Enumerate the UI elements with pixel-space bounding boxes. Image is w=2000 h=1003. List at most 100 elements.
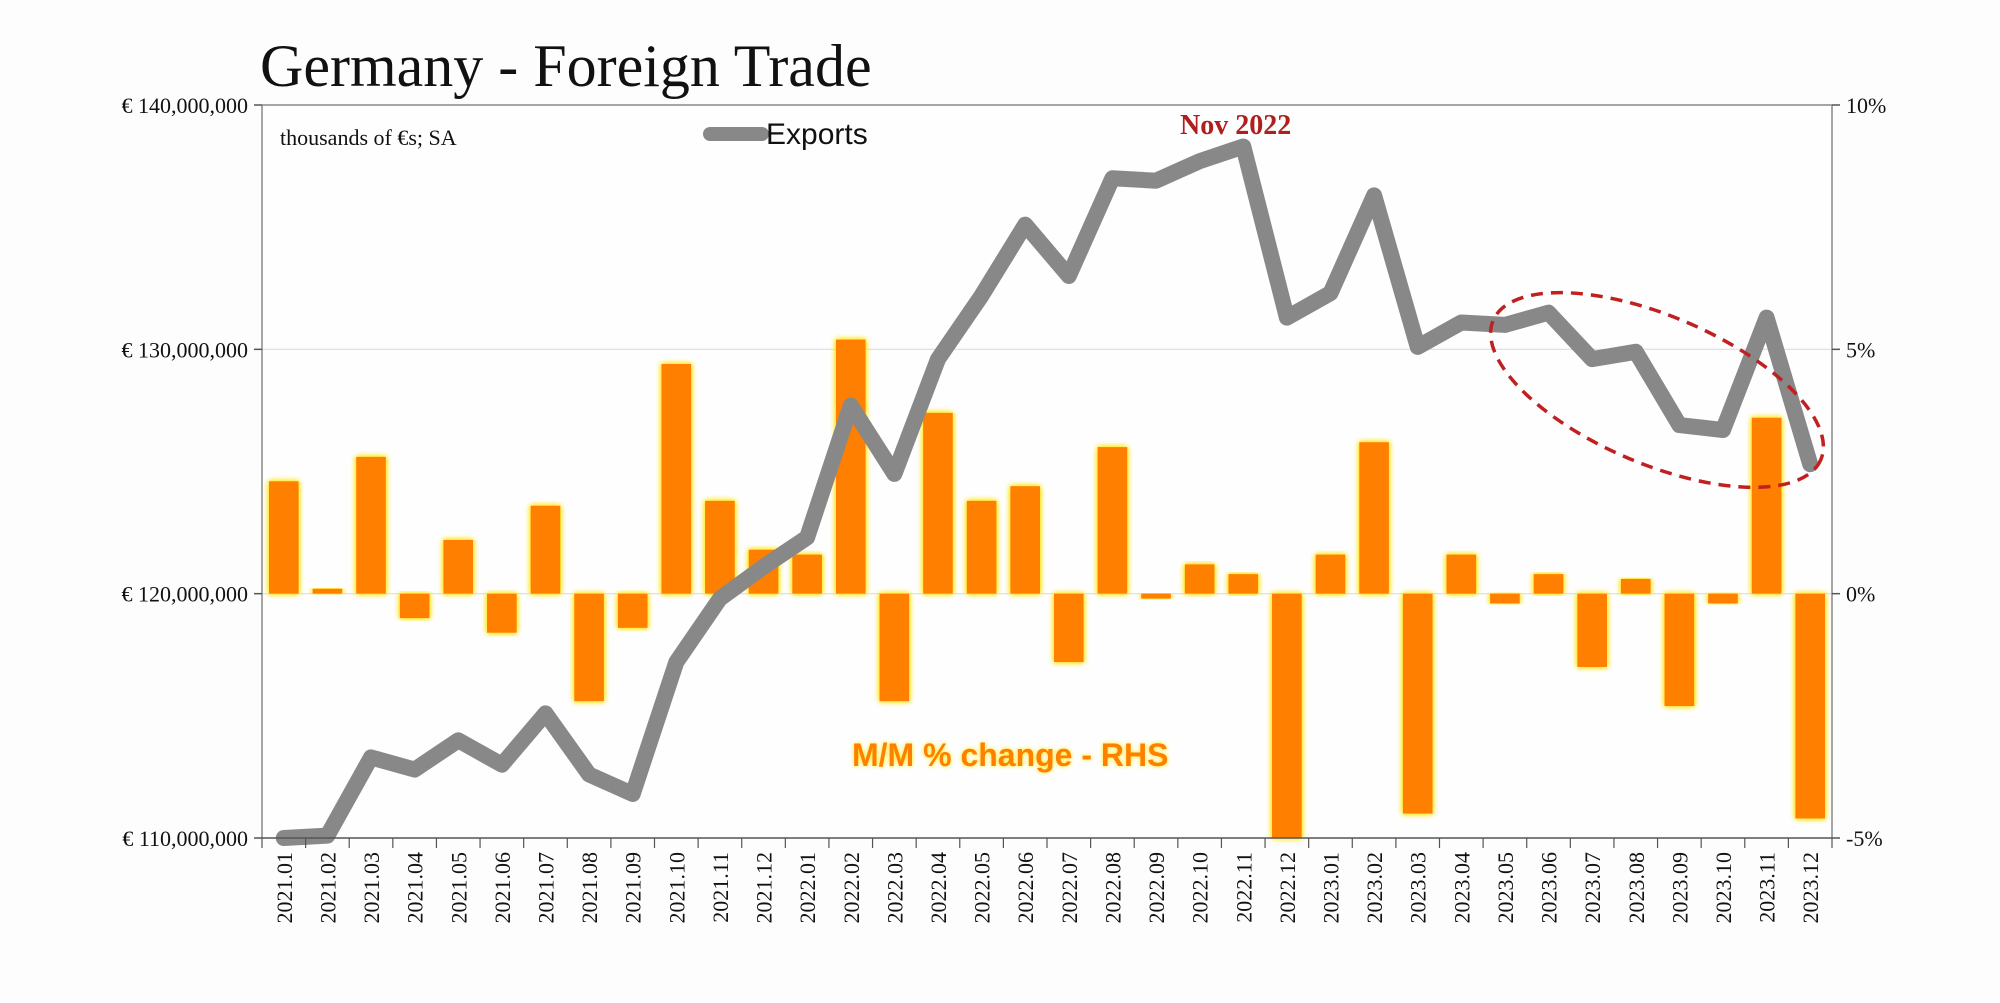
- bar: [487, 593, 517, 633]
- x-tick-label: 2022.03: [882, 852, 907, 924]
- bar: [268, 481, 299, 594]
- line-point: [805, 535, 810, 540]
- x-tick-label: 2021.04: [403, 852, 428, 924]
- left-tick-label: € 140,000,000: [122, 93, 249, 118]
- bar-series: [268, 339, 1826, 838]
- line-point: [1677, 423, 1682, 428]
- line-point: [892, 471, 897, 476]
- x-tick-label: 2023.06: [1537, 852, 1562, 924]
- bar: [574, 593, 604, 702]
- bar: [923, 412, 953, 594]
- x-tick-label: 2021.08: [577, 852, 602, 924]
- x-tick-label: 2022.10: [1188, 852, 1213, 924]
- line-point: [1154, 178, 1159, 183]
- bar: [1010, 486, 1041, 594]
- bar: [1184, 564, 1215, 594]
- x-tick-label: 2023.08: [1624, 852, 1649, 924]
- line-point: [543, 711, 548, 716]
- line-point: [1241, 144, 1246, 149]
- bar: [1141, 593, 1171, 599]
- bar: [1577, 593, 1607, 667]
- x-tick-label: 2022.11: [1231, 852, 1256, 923]
- line-point: [1808, 462, 1813, 467]
- right-tick-label: -5%: [1846, 826, 1883, 851]
- line-point: [717, 596, 722, 601]
- bar: [661, 363, 692, 594]
- bar: [1359, 442, 1389, 594]
- right-tick-label: 10%: [1846, 93, 1886, 118]
- bar: [1446, 554, 1477, 594]
- right-axis-ticks: -5% 0% 5% 10%: [1832, 93, 1886, 851]
- bar: [1228, 574, 1259, 594]
- right-tick-label: 0%: [1846, 582, 1875, 607]
- exports-line: [275, 138, 1819, 846]
- x-tick-label: 2021.11: [708, 852, 733, 923]
- line-point: [1590, 357, 1595, 362]
- x-tick-label: 2021.12: [752, 852, 777, 924]
- left-tick-label: € 120,000,000: [122, 582, 249, 607]
- x-tick-label: 2022.02: [839, 852, 864, 924]
- line-series: [275, 138, 1819, 846]
- bar: [792, 554, 822, 594]
- x-tick-label: 2023.11: [1755, 852, 1780, 923]
- x-tick-label: 2023.03: [1406, 852, 1431, 924]
- legend-label-exports: Exports: [766, 118, 868, 151]
- highlight-oval: [1488, 290, 1826, 490]
- x-tick-label: 2023.09: [1667, 852, 1692, 924]
- x-tick-label: 2022.04: [926, 852, 951, 924]
- x-tick-label: 2022.09: [1144, 852, 1169, 924]
- line-point: [1720, 427, 1725, 432]
- x-tick-label: 2021.06: [490, 852, 515, 924]
- bar: [399, 593, 430, 619]
- line-point: [456, 738, 461, 743]
- plot-area: [262, 105, 1832, 838]
- bar: [443, 539, 474, 594]
- bar: [1751, 417, 1782, 594]
- x-tick-label: 2023.12: [1798, 852, 1823, 924]
- annotation-bar-series: M/M % change - RHS: [852, 737, 1168, 773]
- bar: [835, 339, 866, 594]
- bar: [879, 593, 910, 702]
- line-point: [369, 755, 374, 760]
- line-point: [412, 767, 417, 772]
- x-tick-label: 2022.06: [1013, 852, 1038, 924]
- bar: [617, 593, 648, 628]
- bar: [1272, 593, 1302, 838]
- line-point: [1110, 176, 1115, 181]
- chart-title: Germany - Foreign Trade: [260, 33, 872, 99]
- line-point: [1502, 322, 1507, 327]
- gridlines: [262, 348, 1832, 595]
- bar: [530, 505, 561, 594]
- line-point: [1459, 320, 1464, 325]
- bar: [1708, 593, 1738, 604]
- line-point: [848, 403, 853, 408]
- x-tick-label: 2022.05: [970, 852, 995, 924]
- line-point: [1764, 315, 1769, 320]
- left-tick-label: € 110,000,000: [122, 826, 248, 851]
- x-tick-label: 2021.07: [533, 852, 558, 924]
- line-point: [1415, 344, 1420, 349]
- bar: [1097, 447, 1128, 594]
- x-tick-label: 2021.01: [272, 852, 297, 924]
- bar: [356, 456, 386, 594]
- bar: [1533, 574, 1564, 594]
- x-tick-label: 2023.02: [1362, 852, 1387, 924]
- bar: [1620, 579, 1651, 594]
- x-tick-label: 2021.02: [315, 852, 340, 924]
- unit-note: thousands of €s; SA: [280, 125, 457, 150]
- x-tick-label: 2021.05: [446, 852, 471, 924]
- line-point: [1066, 274, 1071, 279]
- right-tick-label: 5%: [1846, 337, 1875, 362]
- line-point: [1023, 222, 1028, 227]
- line-point: [325, 833, 330, 838]
- bar: [1315, 554, 1346, 594]
- line-point: [1372, 193, 1377, 198]
- left-axis-ticks: € 110,000,000 € 120,000,000 € 130,000,000 €…: [122, 93, 262, 851]
- line-point: [761, 564, 766, 569]
- line-point: [674, 660, 679, 665]
- x-tick-label: 2023.05: [1493, 852, 1518, 924]
- bar: [312, 588, 343, 594]
- line-point: [1328, 291, 1333, 296]
- legend: Exports: [703, 118, 868, 151]
